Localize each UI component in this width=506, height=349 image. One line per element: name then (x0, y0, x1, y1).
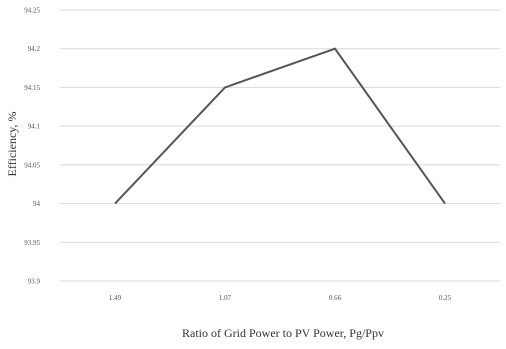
y-tick-label: 93.9 (28, 278, 41, 286)
y-tick-label: 94.2 (28, 45, 41, 53)
gridlines (60, 9, 500, 282)
x-tick-label: 0.66 (329, 294, 342, 302)
series-line (114, 47, 446, 205)
y-tick-label: 94.15 (24, 84, 40, 92)
y-tick-label: 94.1 (28, 123, 41, 131)
x-axis-title: Ratio of Grid Power to PV Power, Pg/Ppv (182, 326, 384, 340)
x-tick-label: 0.25 (439, 294, 452, 302)
y-tick-label: 94.25 (24, 7, 40, 15)
y-tick-label: 93.95 (24, 239, 40, 247)
x-tick-labels: 1.49 1.07 0.66 0.25 (109, 294, 452, 302)
y-tick-label: 94 (33, 200, 41, 208)
series-group (114, 47, 446, 205)
x-tick-label: 1.49 (109, 294, 122, 302)
y-axis-title: Efficiency, % (5, 112, 19, 177)
y-tick-label: 94.05 (24, 161, 40, 169)
x-tick-label: 1.07 (219, 294, 232, 302)
y-tick-labels: 93.9 93.95 94 94.05 94.1 94.15 94.2 94.25 (24, 7, 40, 286)
